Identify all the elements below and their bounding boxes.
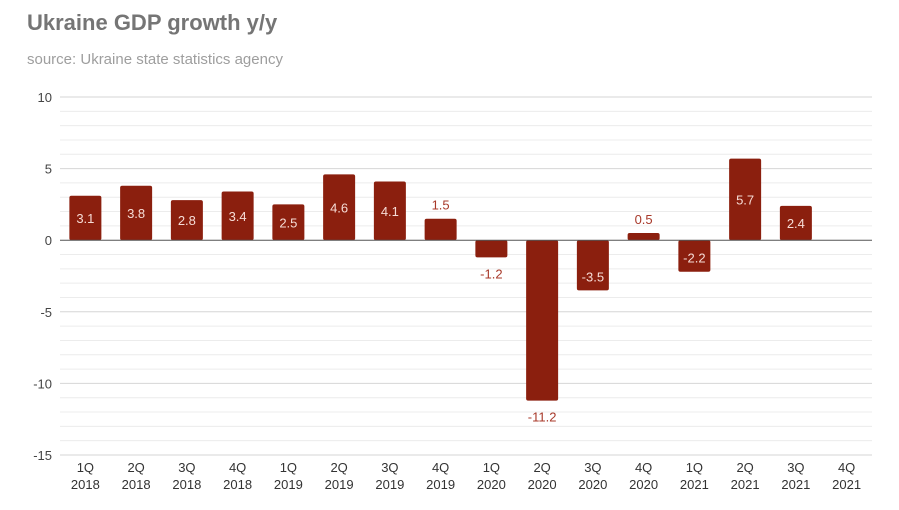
bar	[729, 158, 762, 241]
data-label: -11.2	[528, 410, 557, 425]
x-tick-label-quarter: 1Q	[686, 460, 703, 475]
data-label: 4.6	[330, 200, 348, 215]
x-tick-label-quarter: 2Q	[533, 460, 550, 475]
x-tick-label-year: 2020	[528, 477, 557, 492]
data-label: 1.5	[432, 198, 450, 213]
bar	[221, 191, 254, 241]
data-label: -2.2	[683, 251, 705, 266]
bar	[424, 218, 457, 241]
x-tick-label-quarter: 4Q	[635, 460, 652, 475]
x-tick-label-year: 2020	[578, 477, 607, 492]
x-tick-label-year: 2019	[426, 477, 455, 492]
bar	[475, 240, 508, 258]
bar	[272, 204, 305, 241]
bar	[323, 174, 356, 241]
data-label: 2.5	[279, 215, 297, 230]
bar	[120, 185, 153, 241]
x-tick-label-year: 2021	[832, 477, 861, 492]
x-tick-label-year: 2021	[731, 477, 760, 492]
bar	[678, 240, 711, 272]
x-tick-label-quarter: 4Q	[229, 460, 246, 475]
chart-title: Ukraine GDP growth y/y	[27, 10, 278, 35]
x-tick-label-quarter: 3Q	[787, 460, 804, 475]
bar	[526, 240, 559, 401]
data-label: 5.7	[736, 192, 754, 207]
bar	[627, 233, 660, 241]
x-tick-label-year: 2018	[71, 477, 100, 492]
x-tick-label-year: 2018	[122, 477, 151, 492]
x-tick-label-year: 2018	[223, 477, 252, 492]
y-tick-label: -15	[33, 448, 52, 463]
data-label: 2.4	[787, 216, 805, 231]
x-tick-label-quarter: 2Q	[127, 460, 144, 475]
bar	[69, 195, 102, 241]
chart-subtitle: source: Ukraine state statistics agency	[27, 51, 283, 68]
x-tick-label-quarter: 2Q	[736, 460, 753, 475]
x-tick-label-quarter: 1Q	[483, 460, 500, 475]
bar	[779, 205, 812, 241]
x-tick-label-quarter: 3Q	[381, 460, 398, 475]
x-tick-label-year: 2018	[172, 477, 201, 492]
y-tick-label: -10	[33, 376, 52, 391]
data-label: -3.5	[582, 269, 604, 284]
x-tick-label-year: 2019	[325, 477, 354, 492]
x-tick-label-year: 2020	[477, 477, 506, 492]
x-tick-label-year: 2021	[680, 477, 709, 492]
x-tick-label-year: 2020	[629, 477, 658, 492]
data-label: 0.5	[635, 212, 653, 227]
x-tick-label-quarter: 3Q	[178, 460, 195, 475]
data-label: 3.8	[127, 206, 145, 221]
y-tick-label: -5	[40, 305, 52, 320]
x-tick-label-quarter: 3Q	[584, 460, 601, 475]
x-tick-label-quarter: 2Q	[330, 460, 347, 475]
data-label: 3.4	[229, 209, 247, 224]
y-tick-label: 0	[45, 233, 52, 248]
x-tick-label-year: 2021	[781, 477, 810, 492]
data-label: -1.2	[480, 266, 502, 281]
bar	[373, 181, 406, 241]
x-tick-label-quarter: 1Q	[77, 460, 94, 475]
x-tick-label-year: 2019	[375, 477, 404, 492]
data-label: 4.1	[381, 204, 399, 219]
data-label: 2.8	[178, 213, 196, 228]
bar	[576, 240, 609, 291]
y-tick-label: 10	[38, 90, 52, 105]
y-tick-label: 5	[45, 162, 52, 177]
x-tick-label-quarter: 4Q	[432, 460, 449, 475]
data-label: 3.1	[76, 211, 94, 226]
x-tick-label-quarter: 4Q	[838, 460, 855, 475]
bar	[170, 200, 203, 241]
x-tick-label-quarter: 1Q	[280, 460, 297, 475]
x-tick-label-year: 2019	[274, 477, 303, 492]
